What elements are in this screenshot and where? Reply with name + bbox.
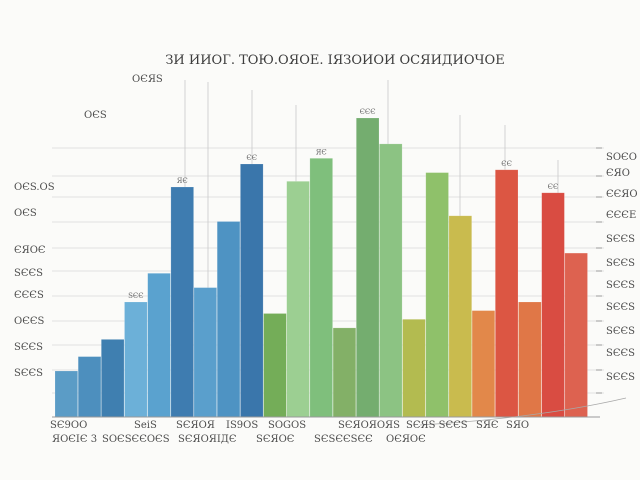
left-label: SЄЄS	[14, 368, 43, 379]
bar	[379, 143, 403, 418]
left-label: OЄS	[84, 110, 107, 121]
bar-top-label: ЄЄ	[246, 154, 257, 162]
bar	[216, 221, 241, 418]
bottom-label: SЄЯOЯ	[176, 420, 215, 431]
bottom-label: IS9OS	[226, 420, 258, 431]
bar-top-label: ЯЄ	[177, 177, 188, 185]
bar	[541, 192, 565, 418]
left-label: ЄЯOЄ	[14, 245, 46, 256]
bottom-label: SЄЯS SЄЄS	[406, 420, 468, 431]
right-label: SЄЄS	[606, 326, 635, 337]
bar	[332, 327, 357, 418]
right-label: ЄЄЯO	[606, 189, 638, 200]
bar	[425, 172, 449, 418]
right-label: ЄЄЄE	[606, 210, 636, 221]
bottom-label: SЄ9OO	[50, 420, 87, 431]
bar	[170, 186, 194, 418]
bar-top-label: ЄЄЄ	[360, 108, 376, 116]
bar	[101, 339, 125, 418]
bar	[193, 287, 218, 418]
bottom-label-row2: OЄЯOЄ	[386, 434, 426, 445]
right-labels: SOЄO ЄЯO ЄЄЯO ЄЄЄE SЄЄS SЄЄS SЄЄS SЄЄS SЄЄS SЄЄS S…	[606, 152, 638, 383]
bottom-label: SeiS	[134, 420, 157, 431]
bar	[355, 117, 380, 418]
bar	[448, 215, 473, 418]
bottom-label: SOGOS	[268, 420, 306, 431]
bar	[124, 301, 148, 418]
right-label: SЄЄS	[606, 348, 635, 359]
bar	[518, 301, 542, 418]
right-label: SЄЄS	[606, 280, 635, 291]
bottom-label-row2: ЯOЄIЄ 3	[52, 434, 97, 445]
right-label: SЄЄS	[606, 302, 635, 313]
left-label: SЄЄS	[14, 342, 43, 353]
right-label: SЄЄS	[606, 258, 635, 269]
bottom-label: SЄЯOЯOЯS	[338, 420, 400, 431]
right-label: SЄЄS	[606, 372, 635, 383]
bar	[240, 163, 264, 418]
left-label: OЄЄS	[14, 316, 45, 327]
left-label: OЄЯS	[132, 74, 163, 85]
curve-decoration	[419, 397, 627, 426]
bottom-labels-row2: ЯOЄIЄ 3 SOЄSЄЄOЄS SЄЯOЯIДЄ SЄЯOЄ SЄSЄЄSЄЄ OЄЯ…	[52, 434, 426, 445]
bar	[54, 370, 79, 418]
bottom-label-row2: SЄЯOЯIДЄ	[178, 434, 237, 445]
bar-series	[54, 117, 588, 418]
bottom-label: SЯЄ	[476, 420, 499, 431]
bar	[471, 310, 496, 418]
bar	[286, 181, 310, 418]
chart-title: ЗИ ИИОГ. ТОЮ.ОЯОЕ. ІЯЗОИОИ ОСЯИДИОЧОЕ	[165, 53, 504, 68]
bar	[77, 356, 102, 418]
bar	[494, 169, 519, 418]
bar-top-label: ЄЄ	[501, 160, 512, 168]
bar	[263, 313, 287, 418]
bar	[402, 318, 426, 418]
bottom-labels: SЄ9OO SeiS SЄЯOЯ IS9OS SOGOS SЄЯOЯOЯS SЄЯS SЄЄ…	[50, 420, 529, 431]
bar	[147, 272, 171, 418]
bar-top-label: ЄЄ	[548, 183, 559, 191]
bar-top-label: ЯЄ	[316, 148, 327, 156]
left-label: SЄЄS	[14, 268, 43, 279]
bar	[564, 252, 588, 418]
bottom-label: SЯO	[506, 420, 529, 431]
bar	[309, 158, 333, 418]
left-label: OЄS.OS	[14, 182, 55, 193]
axes	[52, 147, 627, 426]
right-label: SOЄO	[606, 152, 637, 163]
bottom-label-row2: SЄSЄЄSЄЄ	[314, 434, 373, 445]
bottom-label-row2: SЄЯOЄ	[256, 434, 295, 445]
right-label: SЄЄS	[606, 234, 635, 245]
left-label: ЄЄЄS	[14, 290, 44, 301]
bar-top-label: SЄЄ	[128, 292, 144, 300]
right-label: ЄЯO	[606, 168, 630, 179]
bottom-label-row2: SOЄSЄЄOЄS	[102, 434, 170, 445]
left-labels: OЄЯS OЄS OЄS.OS OЄS ЄЯOЄ SЄЄS ЄЄЄS OЄЄS SЄЄS SЄЄS	[14, 74, 163, 379]
left-label: OЄS	[14, 208, 37, 219]
